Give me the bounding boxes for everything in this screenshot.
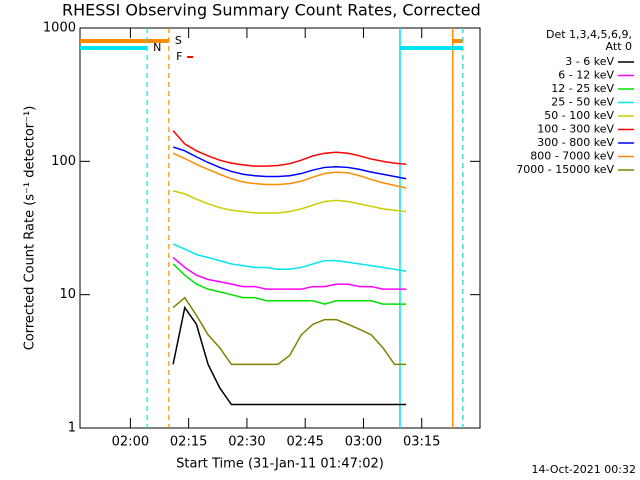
footer: 14-Oct-2021 00:32 xyxy=(532,463,636,476)
y-tick-label: 1000 xyxy=(43,21,76,36)
y-tick-label: 10 xyxy=(59,287,76,302)
series-line xyxy=(172,256,407,290)
x-axis-label: Start Time (31-Jan-11 01:47:02) xyxy=(176,457,384,472)
x-tick-label: 03:00 xyxy=(345,435,382,450)
legend-label: 300 - 800 keV xyxy=(537,136,614,149)
legend-label: 6 - 12 keV xyxy=(558,69,614,82)
x-tick-label: 03:15 xyxy=(403,435,440,450)
legend-title: Att 0 xyxy=(606,40,632,53)
legend-label: 50 - 100 keV xyxy=(544,109,614,122)
interval-label: S xyxy=(175,34,182,47)
series-line xyxy=(172,296,407,366)
y-axis-label: Corrected Count Rate (s⁻¹ detector⁻¹) xyxy=(23,106,38,351)
series-line xyxy=(172,243,407,272)
legend-label: 12 - 25 keV xyxy=(551,82,614,95)
series-line xyxy=(172,305,407,406)
series-line xyxy=(172,130,407,167)
legend-label: 25 - 50 keV xyxy=(551,96,614,109)
legend-label: 3 - 6 keV xyxy=(565,55,614,68)
x-tick-label: 02:45 xyxy=(286,435,323,450)
series-line xyxy=(172,263,407,305)
x-tick-label: 02:15 xyxy=(170,435,207,450)
plot-frame xyxy=(79,27,481,429)
flare-label: F xyxy=(176,50,182,63)
interval-label: N xyxy=(153,41,161,54)
series-line xyxy=(172,152,407,189)
series-line xyxy=(172,190,407,214)
x-tick-label: 02:30 xyxy=(228,435,265,450)
legend-label: 800 - 7000 keV xyxy=(530,150,614,163)
legend-label: 7000 - 15000 keV xyxy=(516,163,614,176)
x-tick-label: 02:00 xyxy=(112,435,149,450)
series-line xyxy=(172,146,407,180)
chart-title: RHESSI Observing Summary Count Rates, Co… xyxy=(62,1,481,20)
legend-label: 100 - 300 keV xyxy=(537,123,614,136)
legend-title: Det 1,3,4,5,6,9, xyxy=(546,28,632,41)
y-tick-label: 100 xyxy=(51,154,76,169)
y-tick-label: 1 xyxy=(68,421,76,436)
